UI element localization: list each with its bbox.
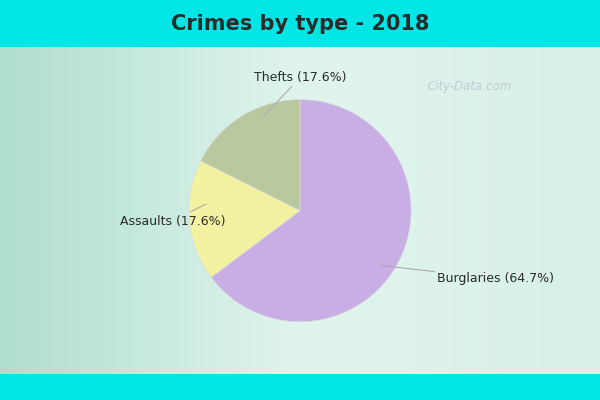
Text: Burglaries (64.7%): Burglaries (64.7%) [381, 266, 554, 285]
Wedge shape [189, 161, 300, 277]
Wedge shape [200, 100, 300, 210]
Text: City-Data.com: City-Data.com [428, 80, 512, 93]
Text: Thefts (17.6%): Thefts (17.6%) [254, 71, 347, 116]
Text: Crimes by type - 2018: Crimes by type - 2018 [171, 14, 429, 34]
Text: Assaults (17.6%): Assaults (17.6%) [119, 204, 225, 228]
Wedge shape [211, 100, 411, 322]
